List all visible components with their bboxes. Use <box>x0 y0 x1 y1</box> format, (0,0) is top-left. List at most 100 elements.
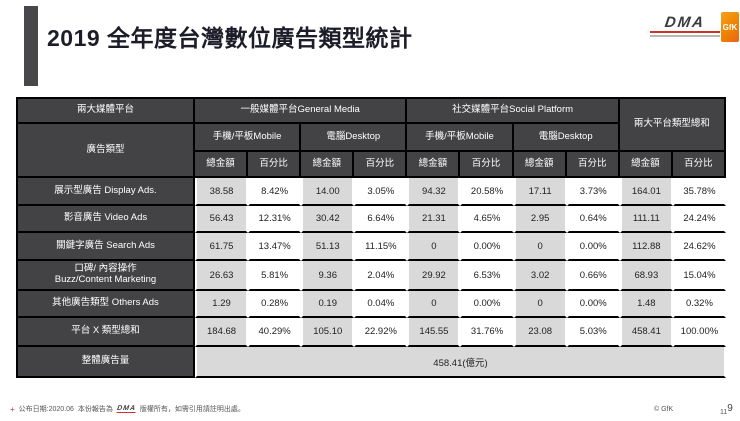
header-social-mobile: 手機/平板Mobile <box>407 124 514 152</box>
footnote-star: + <box>10 404 15 414</box>
cell-amount: 9.36 <box>301 261 355 291</box>
cell-amount: 26.63 <box>195 261 249 291</box>
header-grand-total: 兩大平台類型總和 <box>619 99 726 152</box>
cell-amount: 0 <box>513 291 567 318</box>
title-accent-bar <box>24 6 38 86</box>
row-label-video-ads: 影音廣告 Video Ads <box>18 206 195 233</box>
subheader-amount: 總金額 <box>513 152 567 178</box>
dma-logo: DMA <box>650 14 720 37</box>
header-general-desktop: 電腦Desktop <box>301 124 408 152</box>
cell-amount: 184.68 <box>195 318 249 347</box>
page-number-large: 9 <box>727 403 733 414</box>
cell-percent: 22.92% <box>354 318 408 347</box>
cell-amount: 23.08 <box>513 318 567 347</box>
cell-percent: 0.00% <box>460 233 514 261</box>
subheader-amount: 總金額 <box>619 152 673 178</box>
footnote-text-before: 本份報告為 <box>77 406 113 413</box>
cell-amount: 2.95 <box>513 206 567 233</box>
cell-percent: 3.73% <box>566 178 620 206</box>
cell-amount: 17.11 <box>513 178 567 206</box>
page-number: 119 <box>720 403 733 416</box>
cell-percent: 12.31% <box>248 206 302 233</box>
cell-amount: 3.02 <box>513 261 567 291</box>
header-platform: 兩大媒體平台 <box>18 99 195 124</box>
cell-percent: 4.65% <box>460 206 514 233</box>
cell-percent: 100.00% <box>672 318 726 347</box>
cell-amount: 51.13 <box>301 233 355 261</box>
subheader-amount: 總金額 <box>195 152 249 178</box>
cell-percent: 0.00% <box>566 233 620 261</box>
header-social-desktop: 電腦Desktop <box>513 124 620 152</box>
cell-percent: 5.81% <box>248 261 302 291</box>
cell-percent: 24.62% <box>672 233 726 261</box>
cell-amount: 164.01 <box>619 178 673 206</box>
header-general-mobile: 手機/平板Mobile <box>195 124 302 152</box>
row-label-search-ads: 關鍵字廣告 Search Ads <box>18 233 195 261</box>
cell-percent: 15.04% <box>672 261 726 291</box>
footnote-date: 公布日期:2020.06 <box>18 406 74 413</box>
cell-amount: 0.19 <box>301 291 355 318</box>
dma-footer-logo: DMA <box>116 405 137 413</box>
cell-percent: 31.76% <box>460 318 514 347</box>
cell-amount: 0 <box>407 291 461 318</box>
cell-percent: 40.29% <box>248 318 302 347</box>
cell-amount: 30.42 <box>301 206 355 233</box>
cell-amount: 56.43 <box>195 206 249 233</box>
subheader-percent: 百分比 <box>460 152 514 178</box>
cell-percent: 13.47% <box>248 233 302 261</box>
cell-amount: 0 <box>407 233 461 261</box>
subheader-percent: 百分比 <box>672 152 726 178</box>
footnote: + 公布日期:2020.06 本份報告為 DMA 版權所有，如需引用請註明出處。 <box>10 404 245 414</box>
gfk-logo: GfK <box>721 12 739 42</box>
cell-amount: 1.29 <box>195 291 249 318</box>
cell-amount: 111.11 <box>619 206 673 233</box>
cell-amount: 145.55 <box>407 318 461 347</box>
cell-amount: 112.88 <box>619 233 673 261</box>
cell-percent: 6.64% <box>354 206 408 233</box>
cell-percent: 24.24% <box>672 206 726 233</box>
cell-percent: 20.58% <box>460 178 514 206</box>
cell-amount: 1.48 <box>619 291 673 318</box>
cell-amount: 458.41 <box>619 318 673 347</box>
cell-percent: 3.05% <box>354 178 408 206</box>
row-label-buzz-content: 口碑/ 內容操作 Buzz/Content Marketing <box>18 261 195 291</box>
cell-amount: 14.00 <box>301 178 355 206</box>
cell-percent: 0.00% <box>460 291 514 318</box>
subheader-amount: 總金額 <box>407 152 461 178</box>
subheader-amount: 總金額 <box>301 152 355 178</box>
cell-amount: 68.93 <box>619 261 673 291</box>
copyright: © GfK <box>654 406 674 413</box>
cell-amount: 61.75 <box>195 233 249 261</box>
cell-percent: 0.32% <box>672 291 726 318</box>
cell-percent: 0.04% <box>354 291 408 318</box>
cell-percent: 0.00% <box>566 291 620 318</box>
cell-percent: 6.53% <box>460 261 514 291</box>
row-label-others-ads: 其他廣告類型 Others Ads <box>18 291 195 318</box>
cell-percent: 2.04% <box>354 261 408 291</box>
cell-percent: 8.42% <box>248 178 302 206</box>
cell-percent: 35.78% <box>672 178 726 206</box>
header-group-general-media: 一般媒體平台General Media <box>195 99 408 124</box>
subheader-percent: 百分比 <box>566 152 620 178</box>
row-label-display-ads: 展示型廣告 Display Ads. <box>18 178 195 206</box>
cell-amount: 21.31 <box>407 206 461 233</box>
cell-amount: 29.92 <box>407 261 461 291</box>
stats-table: 兩大媒體平台 一般媒體平台General Media 社交媒體平台Social … <box>16 97 726 378</box>
page-number-small: 11 <box>720 409 728 416</box>
cell-percent: 5.03% <box>566 318 620 347</box>
row-label-overall-volume: 整體廣告量 <box>18 347 195 378</box>
dma-logo-tagline <box>650 35 720 37</box>
cell-amount: 94.32 <box>407 178 461 206</box>
header-ad-type: 廣告類型 <box>18 124 195 178</box>
cell-amount: 38.58 <box>195 178 249 206</box>
cell-percent: 11.15% <box>354 233 408 261</box>
subheader-percent: 百分比 <box>354 152 408 178</box>
dma-logo-underline <box>650 31 720 33</box>
page-title: 2019 全年度台灣數位廣告類型統計 <box>47 25 413 51</box>
cell-amount: 105.10 <box>301 318 355 347</box>
row-label-platform-type-total: 平台 X 類型總和 <box>18 318 195 347</box>
cell-amount: 0 <box>513 233 567 261</box>
header-group-social-platform: 社交媒體平台Social Platform <box>407 99 620 124</box>
cell-percent: 0.28% <box>248 291 302 318</box>
